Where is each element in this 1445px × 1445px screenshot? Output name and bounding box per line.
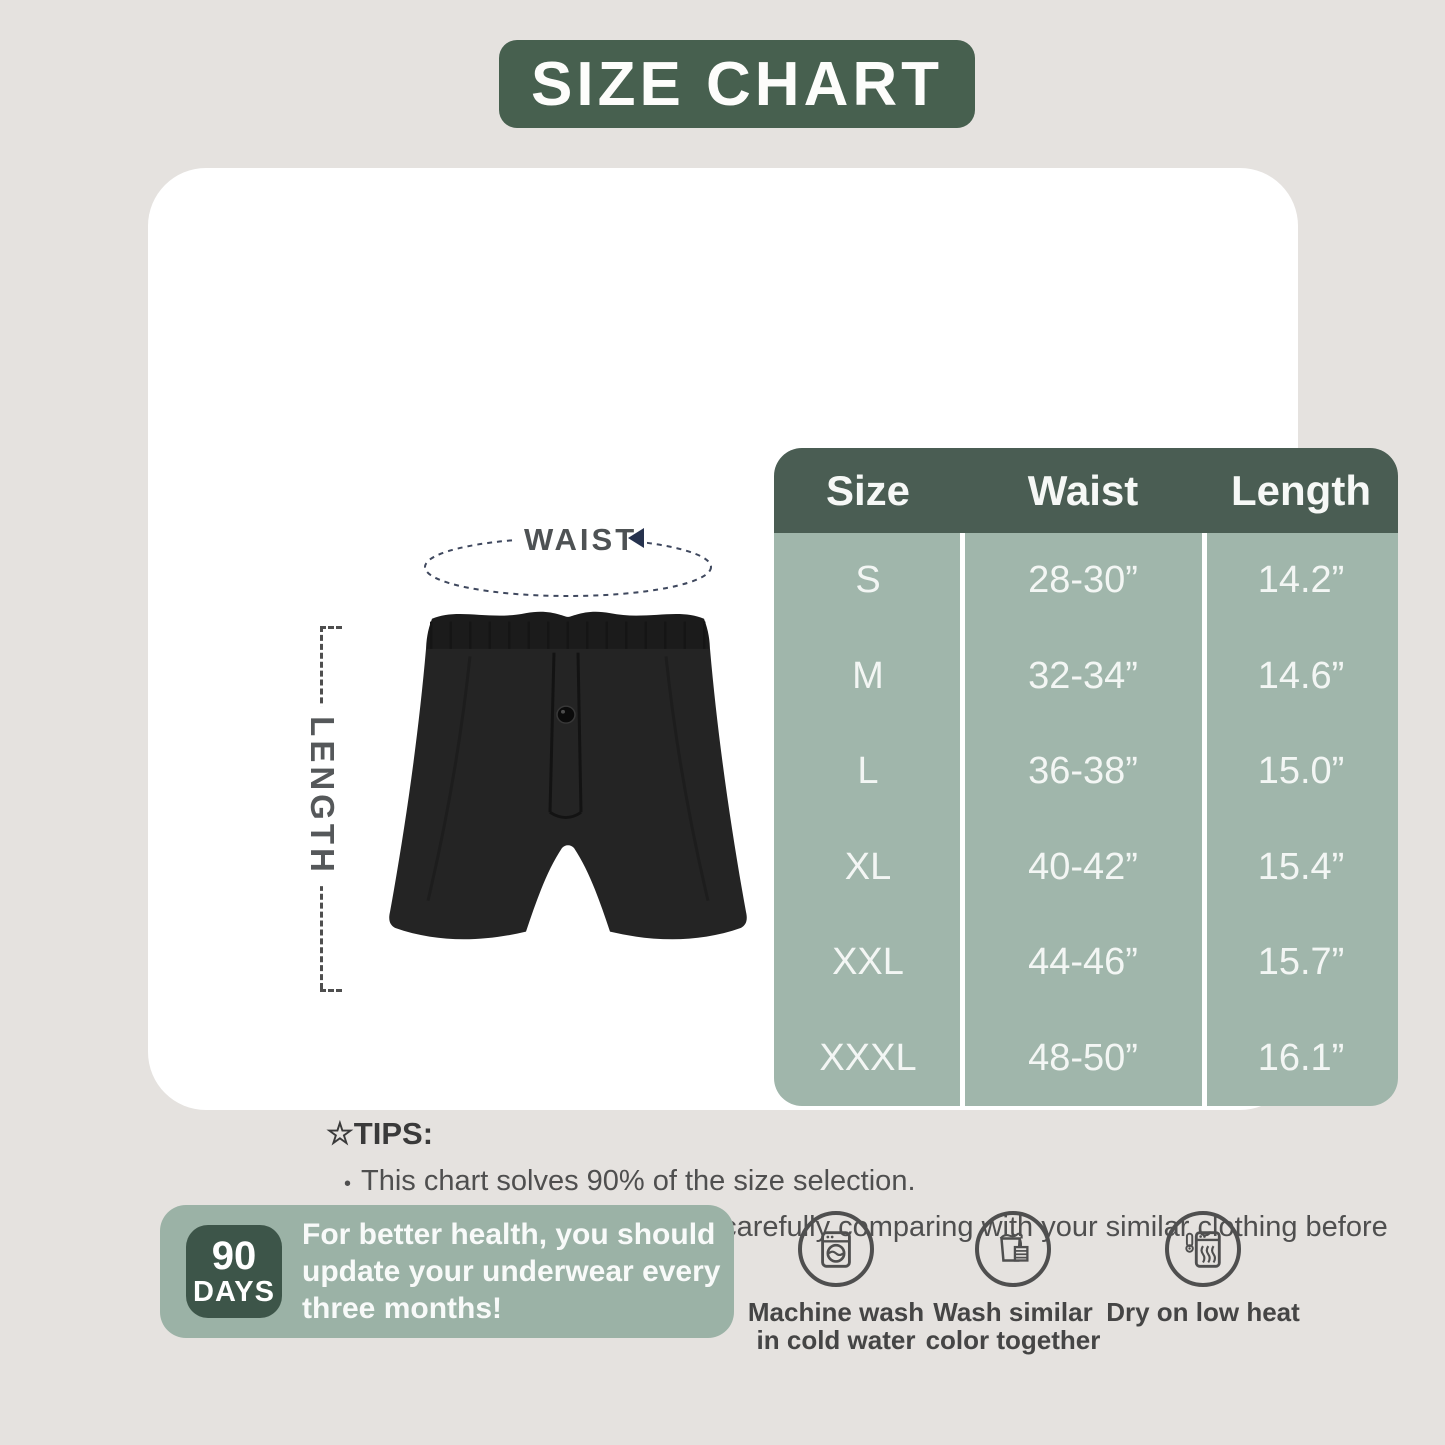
cell-size: XL [844, 845, 892, 888]
tip-item: • This chart solves 90% of the size sele… [326, 1165, 1416, 1198]
care-label-line: Machine wash [747, 1297, 925, 1327]
cell-waist: 32-34” [1028, 654, 1138, 697]
cell-length: 15.4” [1257, 845, 1345, 888]
waist-label: WAIST [514, 522, 648, 558]
care-icon-circle [975, 1211, 1051, 1287]
cell-length: 14.6” [1257, 654, 1345, 697]
care-label: Machine wash in cold water [748, 1298, 924, 1354]
table-row: XL 40-42” 15.4” [774, 820, 1398, 916]
table-header: Size Waist Length [774, 448, 1398, 533]
care-icon-circle [1165, 1211, 1241, 1287]
promo-message-line: three months! [302, 1292, 503, 1325]
badge-days-value: 90 [211, 1233, 257, 1278]
care-label-line: in cold water [756, 1325, 916, 1355]
promo-message-line: update your underwear every [302, 1255, 721, 1288]
table-row: S 28-30” 14.2” [774, 533, 1398, 629]
care-label: Dry on low heat [1106, 1298, 1300, 1326]
table-row: L 36-38” 15.0” [774, 724, 1398, 820]
promo-badge: 90 DAYS [186, 1225, 282, 1318]
care-label-line: Wash similar [933, 1297, 1093, 1327]
care-item-machine-wash: Machine wash in cold water [740, 1211, 932, 1354]
length-label: LENGTH [297, 706, 347, 886]
cell-waist: 28-30” [1028, 559, 1138, 602]
care-item-wash-similar: Wash similar color together [917, 1211, 1109, 1354]
care-label-line: color together [925, 1325, 1101, 1355]
length-line-bottom-cap [320, 989, 342, 992]
promo-panel: 90 DAYS For better health, you should up… [160, 1205, 734, 1338]
washing-machine-icon [821, 1231, 851, 1268]
table-body: S 28-30” 14.2” M 32-34” 14.6” L 36-38” 1… [774, 533, 1398, 1106]
promo-message-line: For better health, you should [302, 1218, 716, 1251]
column-divider [1201, 533, 1207, 1106]
promo-message: For better health, you should update you… [302, 1216, 720, 1327]
table-row: M 32-34” 14.6” [774, 629, 1398, 725]
boxer-shorts-image [389, 611, 747, 940]
cell-waist: 44-46” [1028, 941, 1138, 984]
page-title: SIZE CHART [531, 49, 943, 119]
column-divider [959, 533, 965, 1106]
cell-size: M [852, 654, 884, 697]
table-row: XXL 44-46” 15.7” [774, 915, 1398, 1011]
dryer-icon [1185, 1231, 1221, 1268]
care-item-dry-low-heat: Dry on low heat [1058, 1211, 1348, 1326]
table-header-cell-waist: Waist [1027, 466, 1139, 514]
size-chart-banner: SIZE CHART [499, 40, 975, 128]
bullet-icon: • [344, 1173, 352, 1195]
length-annotation: LENGTH [297, 618, 368, 998]
table-row: XXXL 48-50” 16.1” [774, 1011, 1398, 1107]
waist-annotation: WAIST [418, 520, 738, 630]
cell-waist: 48-50” [1028, 1036, 1138, 1079]
badge-days-unit: DAYS [193, 1275, 275, 1308]
cell-length: 14.2” [1257, 559, 1345, 602]
cell-size: XXL [832, 941, 904, 984]
size-table: Size Waist Length S 28-30” 14.2” M 32-34… [774, 448, 1398, 1106]
cell-size: L [857, 750, 879, 793]
cell-size: S [855, 559, 881, 602]
cell-waist: 36-38” [1028, 750, 1138, 793]
table-header-cell-size: Size [825, 466, 911, 514]
care-label: Wash similar color together [926, 1298, 1101, 1354]
cell-length: 15.7” [1257, 941, 1345, 984]
laundry-stack-icon [999, 1232, 1029, 1262]
cell-length: 16.1” [1257, 1036, 1345, 1079]
tip-text: This chart solves 90% of the size select… [361, 1165, 916, 1197]
cell-length: 15.0” [1257, 750, 1345, 793]
table-header-cell-length: Length [1231, 466, 1371, 514]
tips-heading: ☆TIPS: [326, 1116, 434, 1151]
cell-size: XXXL [819, 1036, 917, 1079]
content-card: WAIST LENGTH Size Waist Length S 28-30” … [148, 168, 1398, 1276]
care-icon-circle [798, 1211, 874, 1287]
cell-waist: 40-42” [1028, 845, 1138, 888]
waist-arrow-icon [628, 528, 644, 548]
length-line-top-cap [320, 626, 342, 629]
care-label-line: Dry on low heat [1106, 1297, 1300, 1327]
